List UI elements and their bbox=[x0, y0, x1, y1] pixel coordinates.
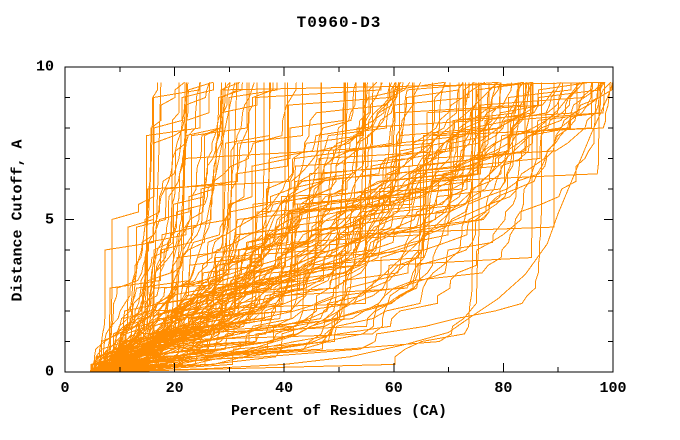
model-curve bbox=[100, 81, 525, 373]
model-curve bbox=[96, 82, 250, 373]
model-curve bbox=[96, 82, 594, 373]
model-curve bbox=[115, 82, 348, 373]
model-curve bbox=[98, 82, 366, 373]
model-curve bbox=[90, 81, 231, 373]
model-curve bbox=[115, 82, 239, 373]
model-curve bbox=[107, 82, 404, 373]
model-curve bbox=[114, 82, 555, 373]
model-curve bbox=[89, 82, 274, 373]
model-curve bbox=[90, 82, 525, 372]
model-curve bbox=[96, 82, 519, 373]
model-curve bbox=[116, 82, 265, 373]
y-tick-label: 10 bbox=[35, 58, 54, 76]
model-curve bbox=[116, 82, 211, 373]
model-curve bbox=[108, 82, 464, 373]
x-axis-label: Percent of Residues (CA) bbox=[230, 403, 448, 420]
model-curve bbox=[104, 82, 532, 373]
model-curve bbox=[107, 82, 470, 373]
model-curve bbox=[106, 81, 475, 373]
model-curve bbox=[94, 82, 236, 373]
model-curve bbox=[104, 82, 238, 373]
model-curve bbox=[99, 82, 255, 373]
model-curve bbox=[89, 82, 223, 373]
model-curve bbox=[105, 82, 528, 373]
model-curve bbox=[96, 82, 533, 373]
model-curve bbox=[93, 82, 243, 373]
model-curve bbox=[111, 82, 393, 373]
model-curve bbox=[110, 82, 520, 373]
model-curve bbox=[97, 82, 162, 373]
model-curve bbox=[103, 81, 581, 373]
x-tick-label: 20 bbox=[165, 380, 184, 397]
model-curve bbox=[97, 81, 499, 373]
chart-title: T0960-D3 bbox=[296, 14, 382, 32]
model-curve bbox=[94, 82, 396, 373]
x-tick-label: 0 bbox=[60, 380, 70, 397]
model-curve bbox=[94, 82, 433, 373]
model-curve bbox=[116, 82, 460, 373]
model-curve bbox=[105, 81, 240, 373]
model-curve bbox=[99, 82, 415, 373]
x-tick-label: 60 bbox=[384, 380, 403, 397]
y-tick-label: 0 bbox=[44, 363, 54, 381]
model-curve bbox=[90, 82, 601, 373]
x-tick-label: 100 bbox=[599, 380, 627, 397]
x-tick-label: 80 bbox=[494, 380, 513, 397]
model-curve bbox=[97, 82, 614, 373]
model-curve bbox=[93, 82, 397, 373]
model-curve bbox=[98, 82, 189, 373]
y-tick-label: 5 bbox=[44, 211, 54, 228]
model-curve bbox=[99, 82, 600, 373]
model-curve bbox=[95, 82, 606, 373]
model-curve bbox=[91, 82, 470, 373]
model-curve bbox=[97, 82, 501, 373]
axes-frame bbox=[64, 66, 614, 373]
model-curve bbox=[97, 82, 346, 373]
model-curve bbox=[102, 81, 604, 373]
model-curve bbox=[99, 81, 524, 373]
model-curve bbox=[98, 82, 578, 373]
model-curves bbox=[89, 81, 614, 373]
x-tick-label: 40 bbox=[275, 380, 294, 397]
model-curve bbox=[109, 82, 496, 373]
model-curve bbox=[98, 82, 186, 373]
model-curve bbox=[97, 81, 214, 373]
